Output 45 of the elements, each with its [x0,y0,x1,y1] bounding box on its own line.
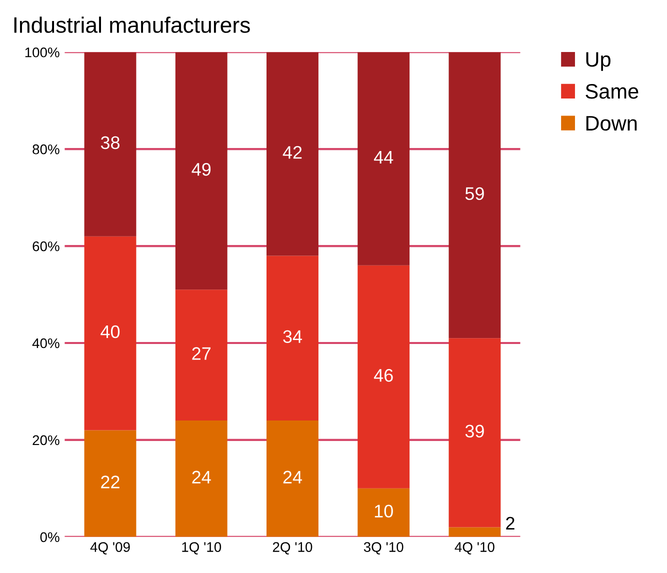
bar [358,265,410,488]
x-tick-label: 2Q '10 [272,542,312,554]
bar [84,52,136,236]
bar [358,488,410,537]
bar [84,430,136,537]
data-label: 42 [282,146,302,159]
x-tick-label: 4Q '09 [90,542,130,554]
data-label: 59 [465,187,484,200]
data-label: 22 [101,476,120,488]
y-tick-label: 80% [32,144,60,154]
x-tick-label: 1Q '10 [182,542,222,554]
bar [266,420,318,537]
data-label: 10 [374,504,393,518]
bar [358,52,410,266]
bar [266,52,318,256]
legend-label: Same [586,84,638,99]
bar [84,236,136,430]
bar [448,338,501,528]
legend-label: Up [586,52,610,71]
bar [448,52,501,338]
y-tick-label: 20% [32,435,60,446]
data-label: 24 [283,470,302,484]
data-label: 2 [506,516,514,530]
data-label: 34 [283,330,302,343]
chart-title: Industrial manufacturers [14,16,250,33]
bar [266,256,318,421]
bar [448,527,501,537]
data-label: 24 [192,470,211,484]
data-label: 39 [465,424,484,438]
data-label: 27 [192,347,211,360]
x-tick-label: 4Q '10 [454,542,494,554]
data-label: 49 [192,162,211,176]
legend-label: Down [586,116,637,131]
data-label: 46 [374,368,393,382]
bar [175,290,228,421]
y-tick-label: 0% [40,532,60,542]
y-tick-label: 100% [25,47,60,58]
data-label: 38 [100,136,120,150]
bar [175,52,228,290]
bar [175,420,228,537]
data-label: 44 [374,151,394,164]
x-tick-label: 3Q '10 [364,542,404,554]
y-tick-label: 60% [32,241,60,252]
y-tick-label: 40% [32,338,60,348]
data-label: 40 [100,325,120,338]
